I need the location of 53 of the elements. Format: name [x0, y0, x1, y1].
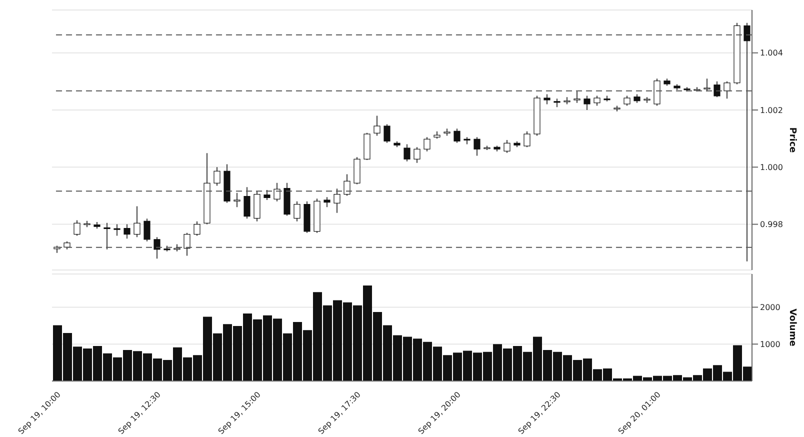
- y-tick-label: 1.000: [760, 162, 783, 172]
- candlestick: [654, 78, 660, 106]
- candlestick: [404, 144, 410, 162]
- candlestick: [604, 95, 610, 102]
- candlestick: [564, 96, 570, 105]
- candlestick: [524, 131, 530, 148]
- candlestick: [154, 236, 160, 259]
- y-tick-label: 0.998: [760, 220, 783, 230]
- candlestick: [704, 78, 710, 92]
- candlestick: [234, 192, 240, 208]
- candlestick: [384, 124, 390, 144]
- candlestick: [574, 91, 580, 104]
- y-axis-title: Volume: [786, 308, 797, 346]
- candlestick: [134, 206, 140, 238]
- candlestick: [594, 95, 600, 106]
- candlestick: [504, 140, 510, 154]
- candlestick: [344, 174, 350, 196]
- candlestick: [114, 224, 120, 236]
- candlestick: [584, 95, 590, 110]
- candlestick: [214, 166, 220, 186]
- y-tick-label: 1.004: [760, 48, 783, 58]
- candlestick: [264, 190, 270, 200]
- candlestick: [184, 232, 190, 256]
- candlestick: [144, 218, 150, 242]
- candlestick: [104, 222, 110, 250]
- candlestick: [194, 221, 200, 236]
- candlestick: [294, 201, 300, 222]
- candlestick: [474, 136, 480, 156]
- y-tick-label: 1000: [760, 340, 780, 349]
- candlestick: [254, 191, 260, 222]
- y-tick-label: 1.002: [760, 106, 783, 115]
- candlestick: [324, 196, 330, 208]
- candlestick: [554, 98, 560, 108]
- candlestick: [714, 81, 720, 98]
- candlestick: [744, 22, 750, 262]
- candlestick: [424, 136, 430, 152]
- candlestick: [454, 128, 460, 144]
- y-tick-label: 2000: [760, 303, 780, 312]
- candlestick: [374, 115, 380, 136]
- y-axis-title: Price: [786, 127, 797, 153]
- candlestick: [414, 146, 420, 164]
- candlestick: [274, 182, 280, 202]
- candlestick: [334, 188, 340, 214]
- candlestick: [244, 186, 250, 219]
- candlestick: [124, 224, 130, 239]
- candlestick: [544, 94, 550, 105]
- candlestick: [74, 220, 80, 236]
- candlestick: [724, 81, 730, 99]
- candlestick: [84, 220, 90, 228]
- candlestick: [624, 95, 630, 106]
- candlestick: [354, 156, 360, 185]
- candlestick: [464, 136, 470, 145]
- candlestick: [644, 96, 650, 104]
